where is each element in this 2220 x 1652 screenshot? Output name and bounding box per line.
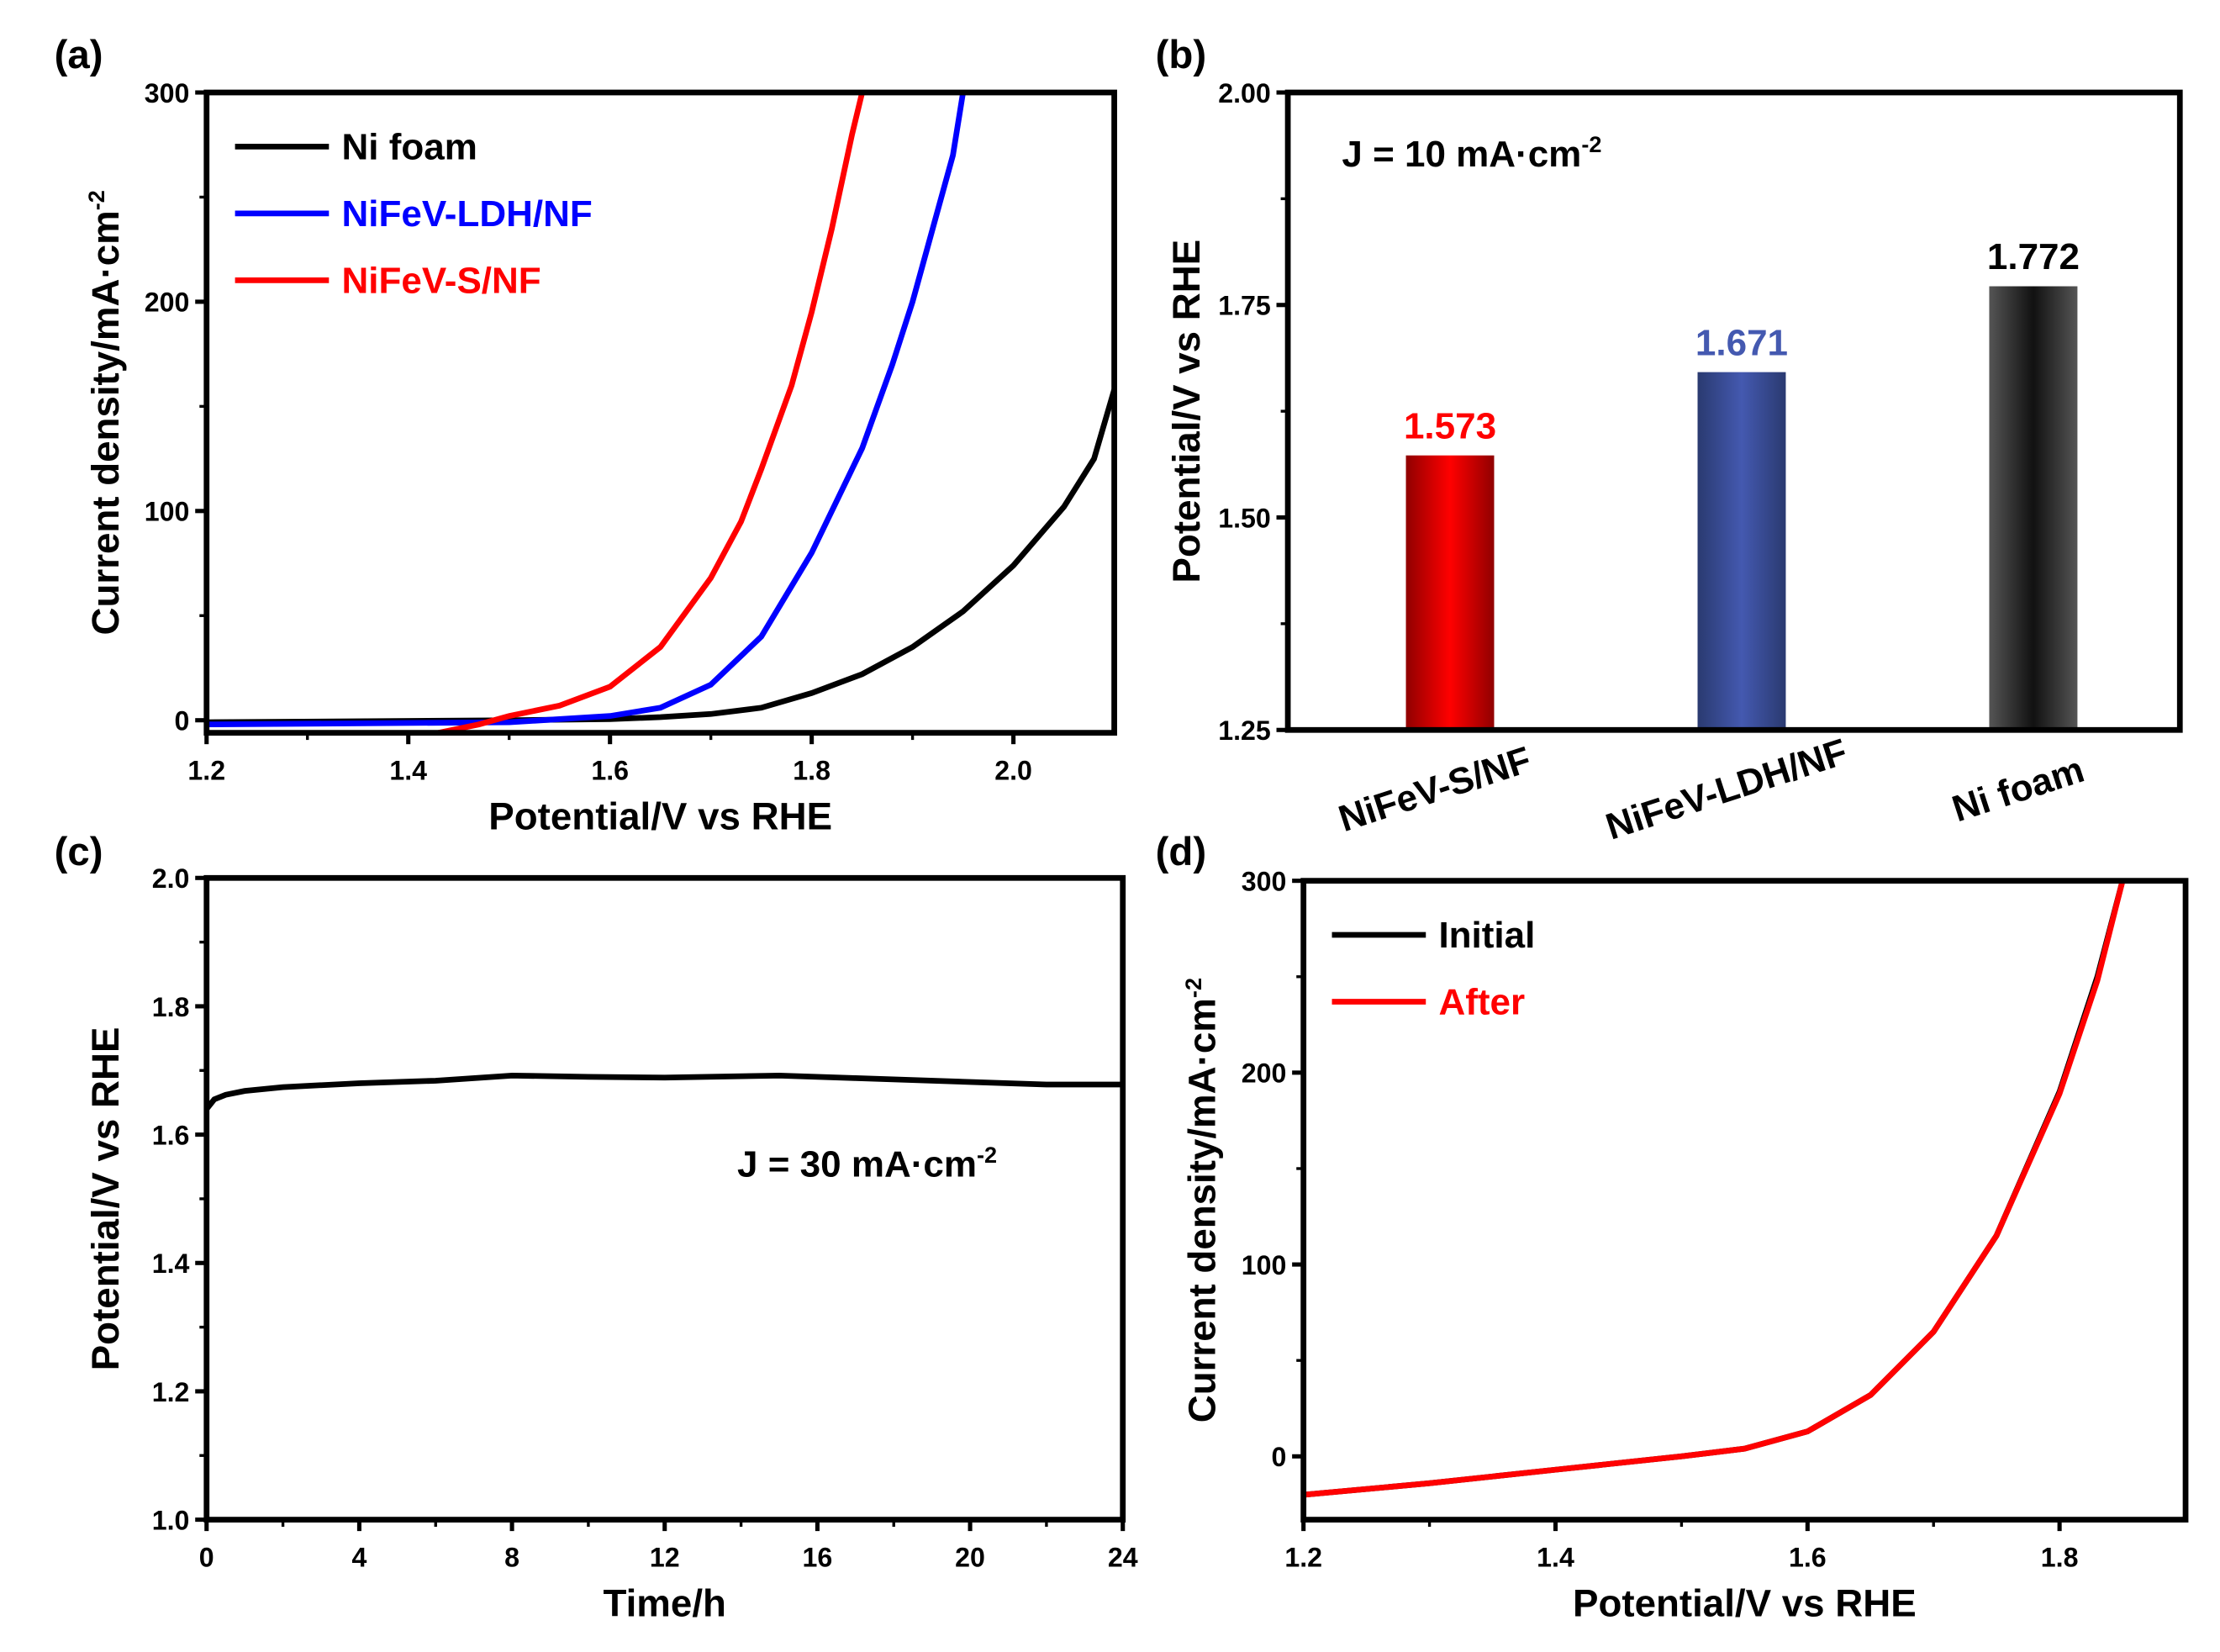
bar-value-label: 1.671 (1695, 322, 1788, 363)
panel-label: (a) (55, 33, 103, 77)
y-tick-label: 1.0 (152, 1505, 190, 1535)
y-tick-label: 300 (145, 78, 190, 108)
bar (1697, 372, 1786, 731)
bar (1405, 455, 1495, 731)
x-tick-label: 1.2 (187, 755, 225, 785)
superscript: -2 (977, 1142, 997, 1168)
y-tick-label: 200 (145, 288, 190, 318)
legend-label: Ni foam (342, 127, 477, 168)
bar-value-label: 1.573 (1404, 405, 1496, 446)
legend-label: Initial (1438, 915, 1535, 956)
y-tick-label: 300 (1242, 867, 1287, 897)
y-tick-label: 1.8 (152, 992, 190, 1022)
y-tick-label: 1.25 (1218, 715, 1271, 746)
x-category-label: Ni foam (1948, 749, 2090, 830)
y-tick-label: 0 (1271, 1442, 1286, 1472)
y-tick-label: 100 (1242, 1250, 1287, 1280)
bar (1989, 286, 2078, 731)
y-tick-label: 1.75 (1218, 291, 1271, 321)
series-line-0 (206, 1072, 1123, 1111)
x-category-label: NiFeV-S/NF (1334, 739, 1537, 840)
series-line-0 (206, 388, 1115, 726)
superscript: -2 (1180, 978, 1206, 998)
y-axis-label: Potential/V vs RHE (1165, 240, 1208, 583)
annotation: J = 30 mA·cm-2 (737, 1142, 997, 1185)
x-tick-label: 1.2 (1284, 1542, 1322, 1572)
y-axis-label: Potential/V vs RHE (84, 1027, 127, 1371)
series-line-0 (1303, 880, 2126, 1498)
x-tick-label: 1.6 (1789, 1542, 1827, 1572)
panel-label: (d) (1156, 830, 1206, 874)
plot-frame (203, 874, 1126, 1523)
y-tick-label: 1.2 (152, 1377, 190, 1407)
legend-label: NiFeV-LDH/NF (342, 193, 593, 235)
superscript: -2 (83, 190, 109, 210)
series-line-1 (206, 92, 967, 728)
series-line-2 (437, 92, 865, 733)
panel-c: (c) 1.0 1.2 1.4 1.6 1.8 2.0 0 4 8 12 16 20 24 Time/h Po… (55, 830, 1138, 1625)
panel-label: (b) (1156, 33, 1206, 77)
panel-b: (b) 1.25 1.50 1.75 2.00 Potential/V vs RHE 1.5… (1156, 33, 2183, 848)
x-tick-label: 16 (803, 1542, 833, 1572)
series-line-1 (1303, 880, 2126, 1498)
x-tick-label: 1.8 (2041, 1542, 2079, 1572)
x-tick-label: 1.4 (1537, 1542, 1574, 1572)
x-tick-label: 20 (955, 1542, 985, 1572)
y-axis-label: Current density/mA·cm-2 (1180, 978, 1224, 1422)
annotation: J = 10 mA·cm-2 (1342, 131, 1601, 175)
y-tick-label: 1.4 (152, 1248, 190, 1279)
x-tick-label: 1.8 (793, 755, 831, 785)
superscript: -2 (1581, 131, 1601, 157)
x-tick-label: 8 (504, 1542, 519, 1572)
y-tick-label: 100 (145, 497, 190, 527)
bar-value-label: 1.772 (1987, 236, 2080, 277)
y-tick-label: 2.00 (1218, 78, 1271, 108)
plot-frame (1284, 89, 2183, 733)
y-tick-label: 1.6 (152, 1120, 190, 1150)
panel-a: (a) 0 100 200 300 1.2 1.4 1.6 1.8 2.0 Potential/V … (55, 33, 1117, 838)
y-tick-label: 1.50 (1218, 503, 1271, 533)
x-axis-label: Potential/V vs RHE (1573, 1582, 1917, 1625)
panel-label: (c) (55, 830, 103, 874)
legend-label: NiFeV-S/NF (342, 261, 541, 302)
x-tick-label: 0 (199, 1542, 214, 1572)
x-axis-label: Time/h (604, 1582, 726, 1625)
x-tick-label: 1.6 (591, 755, 629, 785)
plot-frame (1300, 878, 2189, 1523)
y-axis-label: Current density/mA·cm-2 (83, 190, 127, 635)
x-tick-label: 4 (351, 1542, 366, 1572)
x-tick-label: 24 (1108, 1542, 1138, 1572)
x-tick-label: 2.0 (994, 755, 1032, 785)
legend-label: After (1438, 982, 1525, 1023)
x-tick-label: 1.4 (389, 755, 427, 785)
panel-d: (d) 0 100 200 300 1.2 1.4 1.6 1.8 Potential/V vs … (1156, 830, 2189, 1625)
y-tick-label: 0 (175, 706, 190, 736)
x-tick-label: 12 (650, 1542, 680, 1572)
y-tick-label: 2.0 (152, 863, 190, 894)
x-category-label: NiFeV-LDH/NF (1601, 731, 1853, 848)
y-tick-label: 200 (1242, 1058, 1287, 1089)
plot-frame (203, 89, 1117, 736)
x-axis-label: Potential/V vs RHE (488, 795, 832, 838)
